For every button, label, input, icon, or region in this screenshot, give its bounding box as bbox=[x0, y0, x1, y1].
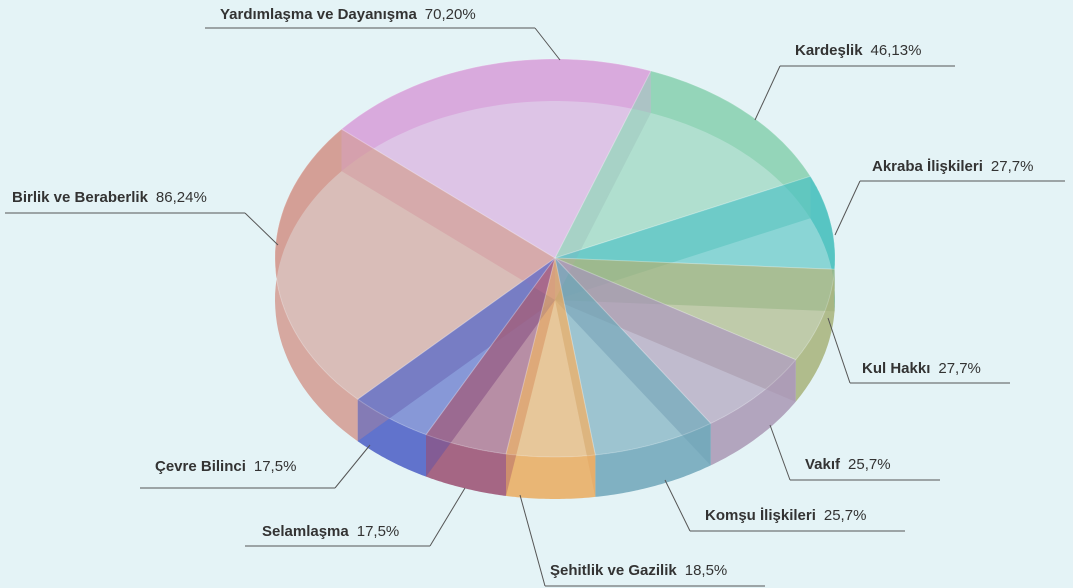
slice-side bbox=[357, 399, 426, 477]
leader-line bbox=[244, 212, 279, 246]
label-value: 18,5% bbox=[685, 562, 728, 579]
slice-label: Birlik ve Beraberlik 86,24% bbox=[12, 189, 207, 206]
label-name: Birlik ve Beraberlik bbox=[12, 189, 149, 206]
label-value: 70,20% bbox=[425, 6, 476, 23]
slice bbox=[274, 128, 556, 400]
label-name: Kardeşlik bbox=[795, 42, 863, 59]
label-value: 17,5% bbox=[254, 458, 297, 475]
slice-side bbox=[795, 269, 835, 402]
slice bbox=[505, 257, 596, 458]
leader-line bbox=[664, 479, 691, 532]
label-name: Şehitlik ve Gazilik bbox=[550, 562, 677, 579]
label-name: Selamlaşma bbox=[262, 523, 349, 540]
label-value: 27,7% bbox=[938, 360, 981, 377]
label-value: 17,5% bbox=[357, 523, 400, 540]
label-name: Akraba İlişkileri bbox=[872, 158, 983, 175]
leader-line bbox=[334, 444, 371, 489]
label-name: Vakıf bbox=[805, 456, 841, 473]
slice-label: Selamlaşma 17,5% bbox=[262, 523, 399, 540]
slice bbox=[356, 257, 556, 436]
label-name: Kul Hakkı bbox=[862, 360, 930, 377]
slice-label: Akraba İlişkileri 27,7% bbox=[872, 158, 1033, 175]
slice bbox=[554, 256, 712, 456]
slice-label: Çevre Bilinci 17,5% bbox=[155, 458, 296, 475]
label-name: Çevre Bilinci bbox=[155, 458, 246, 475]
slice-side bbox=[426, 434, 506, 496]
slice-label: Komşu İlişkileri 25,7% bbox=[705, 507, 866, 524]
slice bbox=[554, 175, 836, 270]
label-value: 46,13% bbox=[871, 42, 922, 59]
slice-side bbox=[710, 359, 796, 466]
slice-label: Kul Hakkı 27,7% bbox=[862, 360, 981, 377]
slice-label: Kardeşlik 46,13% bbox=[795, 42, 921, 59]
slice-label: Şehitlik ve Gazilik 18,5% bbox=[550, 562, 727, 579]
slice-label: Yardımlaşma ve Dayanışma 70,20% bbox=[220, 6, 476, 23]
label-value: 86,24% bbox=[156, 189, 207, 206]
label-name: Yardımlaşma ve Dayanışma bbox=[220, 6, 417, 23]
slice-side bbox=[506, 453, 596, 499]
slice bbox=[340, 58, 652, 259]
leader-line bbox=[429, 487, 466, 547]
leader-line bbox=[534, 27, 561, 61]
leader-line bbox=[519, 494, 546, 587]
slice bbox=[554, 70, 812, 259]
slice bbox=[554, 257, 836, 361]
slice bbox=[425, 257, 556, 455]
leader-line bbox=[769, 424, 791, 481]
label-name: Komşu İlişkileri bbox=[705, 507, 816, 524]
label-value: 27,7% bbox=[991, 158, 1034, 175]
label-value: 25,7% bbox=[824, 507, 867, 524]
label-value: 25,7% bbox=[848, 456, 891, 473]
slice bbox=[554, 257, 797, 425]
slice-side bbox=[595, 423, 711, 497]
leader-line bbox=[827, 317, 851, 384]
leader-line bbox=[834, 180, 861, 236]
slice-label: Vakıf 25,7% bbox=[805, 456, 891, 473]
leader-line bbox=[754, 65, 781, 121]
